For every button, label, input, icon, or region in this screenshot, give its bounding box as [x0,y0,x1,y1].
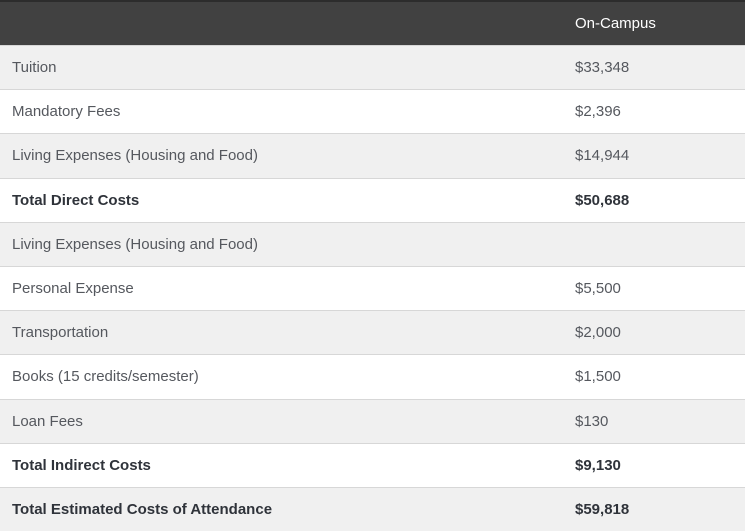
row-label: Total Direct Costs [12,191,140,209]
row-label: Books (15 credits/semester) [12,368,199,386]
row-value: $2,000 [575,324,621,342]
table-header-row: On-Campus [0,0,745,45]
row-value: $59,818 [575,500,630,518]
table-row-tuition: Tuition $33,348 [0,45,745,90]
table-row-loan-fees: Loan Fees $130 [0,398,745,443]
row-value: $9,130 [575,456,621,474]
row-label: Living Expenses (Housing and Food) [12,147,258,165]
header-cell-on-campus: On-Campus [575,15,656,32]
row-value: $33,348 [575,59,630,77]
table-row-living-expenses-direct: Living Expenses (Housing and Food) $14,9… [0,133,745,178]
row-label: Mandatory Fees [12,103,121,121]
row-value: $5,500 [575,280,621,298]
table-body: Tuition $33,348 Mandatory Fees $2,396 Li… [0,45,745,531]
row-label: Total Estimated Costs of Attendance [12,500,273,518]
row-label: Transportation [12,324,109,342]
table-row-total-indirect-costs: Total Indirect Costs $9,130 [0,442,745,487]
row-value: $2,396 [575,103,621,121]
row-value: $14,944 [575,147,630,165]
table-row-total-direct-costs: Total Direct Costs $50,688 [0,177,745,222]
row-label: Total Indirect Costs [12,456,151,474]
table-row-personal-expense: Personal Expense $5,500 [0,265,745,311]
row-label: Tuition [12,59,57,77]
table-row-living-expenses-indirect: Living Expenses (Housing and Food) [0,221,745,266]
row-value: $130 [575,412,609,430]
table-row-transportation: Transportation $2,000 [0,310,745,355]
row-value: $1,500 [575,368,621,386]
row-label: Living Expenses (Housing and Food) [12,235,258,253]
table-row-mandatory-fees: Mandatory Fees $2,396 [0,89,745,134]
row-value: $50,688 [575,191,630,209]
table-row-total-estimated-costs: Total Estimated Costs of Attendance $59,… [0,486,745,531]
table-row-books: Books (15 credits/semester) $1,500 [0,354,745,399]
row-label: Personal Expense [12,280,134,298]
row-label: Loan Fees [12,412,83,430]
